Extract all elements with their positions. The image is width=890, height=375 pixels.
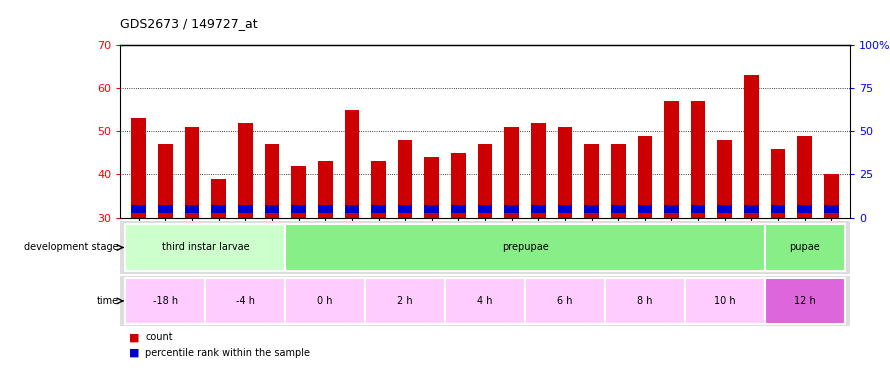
Bar [286,278,365,324]
Text: development stage: development stage [24,243,119,252]
Bar [291,206,306,213]
Bar [185,206,199,213]
Bar [664,206,679,213]
Bar [744,206,759,213]
Text: pupae: pupae [789,243,820,252]
Bar [584,206,599,213]
Bar [717,140,732,218]
Bar [478,144,492,218]
Bar [125,278,206,324]
Bar [824,174,838,217]
Text: 4 h: 4 h [477,296,493,306]
Bar [637,136,652,218]
Bar [371,161,386,218]
Bar [291,166,306,218]
Bar [238,123,253,218]
Bar [132,118,146,218]
Text: percentile rank within the sample: percentile rank within the sample [145,348,310,357]
Bar [765,224,845,271]
Bar [212,206,226,213]
Bar [505,127,519,218]
Text: 8 h: 8 h [637,296,652,306]
Bar [771,206,785,213]
Text: ■: ■ [129,333,140,342]
Text: prepupae: prepupae [502,243,548,252]
Text: 0 h: 0 h [318,296,333,306]
Text: -4 h: -4 h [236,296,255,306]
Text: third instar larvae: third instar larvae [162,243,249,252]
Bar [398,206,412,213]
Bar [771,148,785,217]
Bar [744,75,759,217]
Text: count: count [145,333,173,342]
Bar [611,144,626,218]
Bar [238,206,253,213]
Bar [717,206,732,213]
Bar [664,101,679,217]
Bar [212,178,226,218]
Bar [344,206,360,213]
Text: time: time [97,296,119,306]
Bar [558,206,572,213]
Bar [584,144,599,218]
Bar [445,278,525,324]
Bar [264,206,279,213]
Bar [318,161,333,218]
Bar [425,206,439,213]
Text: 12 h: 12 h [794,296,815,306]
Text: 6 h: 6 h [557,296,572,306]
Bar [365,278,445,324]
Bar [525,278,605,324]
Bar [531,123,546,218]
Bar [505,206,519,213]
Bar [286,224,765,271]
Bar [605,278,684,324]
Bar [206,278,286,324]
Bar [371,206,386,213]
Bar [531,206,546,213]
Bar [637,206,652,213]
Bar [344,110,360,218]
Bar [691,101,706,217]
Bar [558,127,572,218]
Text: -18 h: -18 h [153,296,178,306]
Text: ■: ■ [129,348,140,357]
Bar [824,206,838,213]
Bar [158,144,173,218]
Bar [425,157,439,218]
Bar [611,206,626,213]
Bar [264,144,279,218]
Bar [132,206,146,213]
Bar [684,278,765,324]
Bar [765,278,845,324]
Bar [125,224,286,271]
Bar [797,136,812,218]
Bar [398,140,412,218]
Text: GDS2673 / 149727_at: GDS2673 / 149727_at [120,17,258,30]
Text: 2 h: 2 h [397,296,413,306]
Bar [451,206,465,213]
Bar [158,206,173,213]
Bar [451,153,465,218]
Bar [797,206,812,213]
Bar [478,206,492,213]
Bar [185,127,199,218]
Text: 10 h: 10 h [714,296,735,306]
Bar [318,206,333,213]
Bar [691,206,706,213]
